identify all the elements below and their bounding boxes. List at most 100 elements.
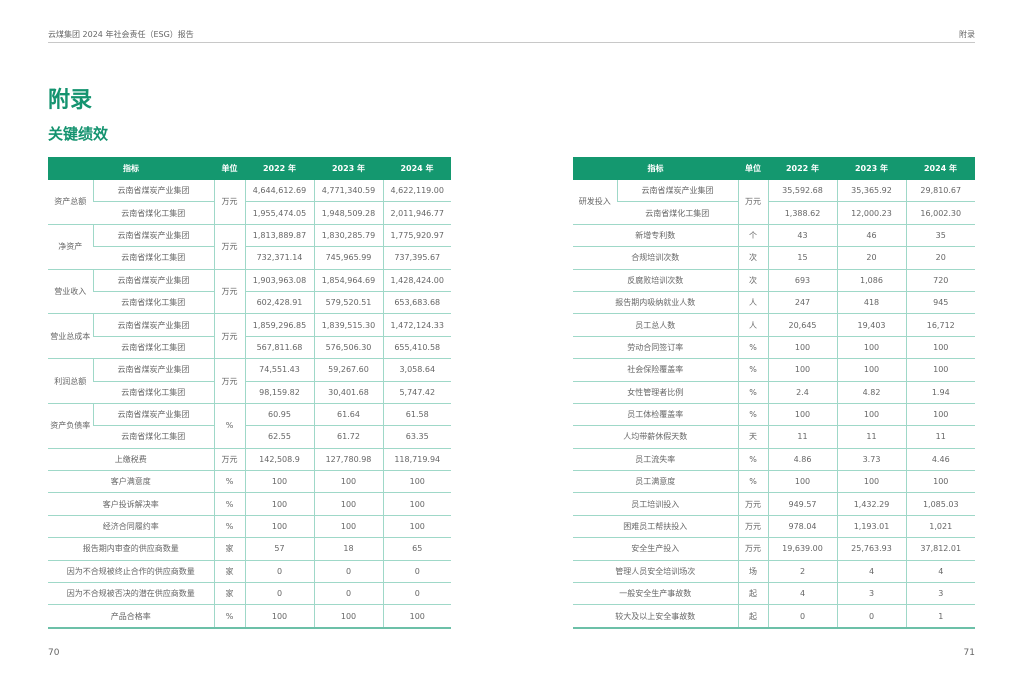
value-2024: 737,395.67: [382, 246, 451, 270]
value-2023: 18: [313, 537, 383, 561]
value-2022: 1,388.62: [767, 201, 837, 225]
value-2024: 1,775,920.97: [382, 224, 451, 248]
value-2023: 1,086: [836, 269, 906, 292]
indicator-group-label: 研发投入: [573, 180, 617, 225]
indicator-sub-label: 云南省煤炭产业集团: [92, 224, 214, 248]
table-row: 利润总额 云南省煤炭产业集团 万元 74,551.43 59,267.60 3,058.6…: [48, 358, 451, 404]
table-row: 人均带薪休假天数天 11 11 11: [573, 425, 975, 449]
unit-cell: 家: [213, 582, 245, 606]
indicator-label: 客户满意度: [48, 470, 214, 494]
indicator-sub-label: 云南省煤炭产业集团: [92, 403, 214, 427]
unit-cell: 万元: [737, 492, 768, 516]
unit-cell: 万元: [737, 180, 768, 225]
value-2024: 655,410.58: [382, 336, 451, 360]
value-2024: 63.35: [382, 425, 451, 449]
key-performance-table-right: 指标 单位 2022 年 2023 年 2024 年 研发投入 云南省煤炭产业集团…: [573, 157, 975, 629]
value-2023: 20: [836, 246, 906, 270]
indicator-sub-label: 云南省煤炭产业集团: [92, 269, 214, 292]
indicator-label: 报告期内吸纳就业人数: [573, 291, 738, 315]
table-row: 较大及以上安全事故数起 0 0 1: [573, 604, 975, 629]
value-2023: 1,948,509.28: [313, 201, 383, 225]
value-2024: 100: [382, 515, 451, 539]
value-2023: 3.73: [836, 448, 906, 472]
value-2022: 4: [767, 582, 837, 606]
value-2023: 579,520.51: [313, 291, 383, 315]
value-2023: 4,771,340.59: [313, 180, 383, 203]
indicator-label: 反腐败培训次数: [573, 269, 738, 292]
unit-cell: %: [737, 358, 768, 382]
table-row: 云南省煤化工集团 732,371.14 745,965.99 737,395.67: [48, 246, 451, 270]
header-2023: 2023 年: [837, 157, 906, 180]
indicator-sub-label: 云南省煤化工集团: [93, 201, 214, 225]
table-row: 因为不合规被终止合作的供应商数量家 0 0 0: [48, 560, 451, 584]
indicator-label: 因为不合规被否决的潜在供应商数量: [48, 582, 214, 606]
table-row: 员工满意度% 100 100 100: [573, 470, 975, 494]
value-2022: 100: [244, 604, 314, 629]
indicator-label: 劳动合同签订率: [573, 336, 738, 360]
unit-cell: 家: [213, 560, 245, 584]
header-indicator: 指标: [573, 157, 738, 180]
value-2022: 100: [767, 470, 837, 494]
header-unit: 单位: [214, 157, 245, 180]
value-2022: 567,811.68: [244, 336, 314, 360]
indicator-sub-label: 云南省煤炭产业集团: [616, 180, 738, 203]
unit-cell: 万元: [737, 537, 768, 561]
unit-cell: 万元: [213, 180, 245, 225]
value-2022: 4,644,612.69: [244, 180, 314, 203]
value-2024: 3,058.64: [382, 358, 451, 382]
value-2024: 100: [905, 403, 975, 427]
table-row: 报告期内审查的供应商数量家 57 18 65: [48, 537, 451, 561]
value-2024: 100: [905, 470, 975, 494]
header-2024: 2024 年: [906, 157, 975, 180]
indicator-label: 因为不合规被终止合作的供应商数量: [48, 560, 214, 584]
value-2024: 0: [382, 560, 451, 584]
indicator-label: 社会保险覆盖率: [573, 358, 738, 382]
value-2023: 418: [836, 291, 906, 315]
unit-cell: 人: [737, 313, 768, 337]
key-performance-table-left: 指标 单位 2022 年 2023 年 2024 年 资产总额 云南省煤炭产业集团…: [48, 157, 451, 629]
value-2023: 1,854,964.69: [313, 269, 383, 292]
unit-cell: 万元: [213, 224, 245, 270]
value-2024: 11: [905, 425, 975, 449]
value-2022: 1,955,474.05: [244, 201, 314, 225]
indicator-label: 报告期内审查的供应商数量: [48, 537, 214, 561]
unit-cell: %: [213, 403, 245, 449]
table-row: 云南省煤化工集团 567,811.68 576,506.30 655,410.58: [48, 336, 451, 360]
unit-cell: 万元: [213, 358, 245, 404]
table-row: 合规培训次数次 15 20 20: [573, 246, 975, 270]
table-row: 经济合同履约率% 100 100 100: [48, 515, 451, 539]
header-divider: [48, 42, 975, 43]
unit-cell: %: [737, 336, 768, 360]
value-2022: 949.57: [767, 492, 837, 516]
unit-cell: 家: [213, 537, 245, 561]
indicator-label: 一般安全生产事故数: [573, 582, 738, 606]
unit-cell: %: [213, 492, 245, 516]
indicator-group-label: 资产负债率: [48, 403, 93, 449]
table-row: 员工总人数人 20,645 19,403 16,712: [573, 313, 975, 337]
table-row: 新增专利数个 43 46 35: [573, 224, 975, 248]
value-2023: 1,193.01: [836, 515, 906, 539]
indicator-sub-label: 云南省煤化工集团: [617, 201, 738, 225]
value-2024: 1.94: [905, 381, 975, 404]
page-number-left: 70: [48, 648, 60, 658]
value-2023: 100: [313, 492, 383, 516]
unit-cell: 次: [737, 246, 768, 270]
value-2023: 25,763.93: [836, 537, 906, 561]
value-2023: 1,839,515.30: [313, 313, 383, 337]
indicator-label: 合规培训次数: [573, 246, 738, 270]
table-row: 云南省煤化工集团 1,955,474.05 1,948,509.28 2,011,94…: [48, 201, 451, 225]
indicator-sub-label: 云南省煤炭产业集团: [92, 358, 214, 382]
table-row: 云南省煤化工集团 62.55 61.72 63.35: [48, 425, 451, 449]
value-2023: 1,830,285.79: [313, 224, 383, 248]
value-2024: 945: [905, 291, 975, 315]
value-2022: 142,508.9: [244, 448, 314, 472]
table-row: 云南省煤化工集团 98,159.82 30,401.68 5,747.42: [48, 381, 451, 404]
indicator-label: 员工总人数: [573, 313, 738, 337]
unit-cell: %: [737, 470, 768, 494]
value-2024: 100: [905, 336, 975, 360]
value-2022: 2.4: [767, 381, 837, 404]
value-2023: 3: [836, 582, 906, 606]
table-row: 因为不合规被否决的潜在供应商数量家 0 0 0: [48, 582, 451, 606]
value-2024: 1: [905, 604, 975, 629]
unit-cell: 万元: [737, 515, 768, 539]
